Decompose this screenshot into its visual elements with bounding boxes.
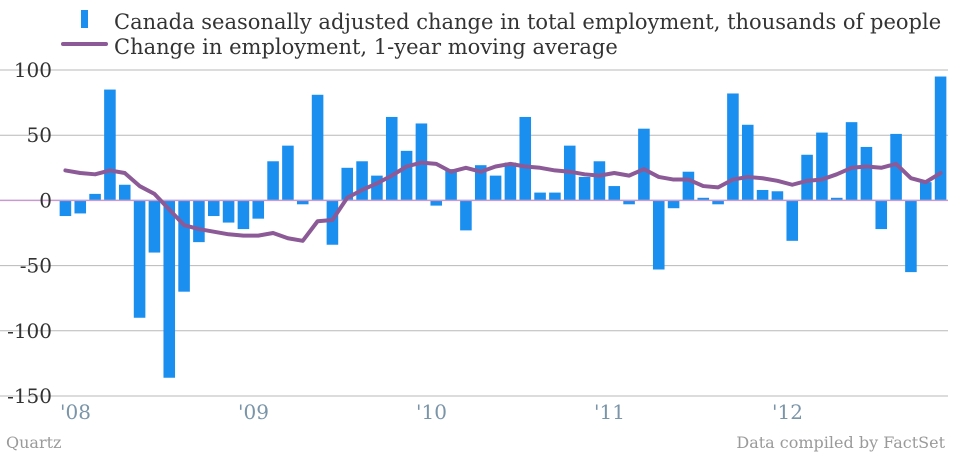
bar [207,200,220,217]
bar [252,200,265,219]
bar [118,184,131,201]
bar [489,175,502,201]
bar [282,145,294,201]
bar [890,133,902,201]
x-tick-label: '10 [416,400,447,424]
bar [801,154,813,201]
bar [133,200,146,318]
bar [222,200,235,223]
y-tick-label: 0 [39,188,52,212]
bar [371,175,383,201]
bar [519,116,532,201]
bar [652,200,665,270]
bar [727,93,739,201]
bar [460,200,472,231]
x-tick-label: '11 [594,400,625,424]
legend-label-employment-change: Canada seasonally adjusted change in tot… [114,10,941,34]
bar [756,189,769,201]
x-axis: '08 '09 '10 '11 '12 [60,400,803,424]
bar [504,162,517,201]
grid [0,69,948,397]
bar [267,161,279,201]
bar [89,193,101,201]
legend: Canada seasonally adjusted change in tot… [61,10,941,59]
legend-label-moving-average: Change in employment, 1-year moving aver… [114,35,618,59]
bar [741,124,754,201]
bar [816,132,828,201]
moving-average-line [63,160,943,243]
bar [919,182,932,201]
bar [860,146,873,201]
footer-credit: Quartz [6,433,61,452]
y-tick-label: 100 [14,58,52,82]
bar [237,200,250,230]
bar [296,200,309,205]
x-tick-label: '12 [772,400,803,424]
bar [59,200,72,217]
bar [178,200,190,292]
y-tick-label: 50 [27,123,52,147]
bar [786,200,799,241]
bar [667,200,680,209]
bar [771,191,784,201]
bar [905,200,917,273]
bar [534,192,546,201]
bar [193,200,205,243]
bar [623,200,635,205]
bar [608,186,621,201]
bar [341,167,354,201]
x-tick-label: '09 [238,400,269,424]
bar [385,116,398,201]
bar [445,169,457,201]
moving-average-series [63,160,943,243]
bar [830,197,843,201]
y-tick-label: -50 [20,254,52,278]
bar [356,161,368,201]
bar [549,192,561,201]
bar [311,94,324,201]
y-axis: 100 50 0 -50 -100 -150 [7,58,52,408]
bar [697,197,710,201]
y-tick-label: -100 [7,319,52,343]
bar [934,76,947,201]
bar [74,200,87,214]
bar [430,200,443,206]
bar [578,176,591,201]
bar [148,200,161,253]
legend-bar-swatch [81,10,88,28]
bar [682,171,695,201]
bar [104,89,116,201]
bar [638,128,650,201]
footer-source: Data compiled by FactSet [736,433,945,452]
x-tick-label: '08 [60,400,91,424]
bar [163,200,176,378]
bar [400,150,413,201]
bar [326,200,339,245]
y-tick-label: -150 [7,384,52,408]
bar [593,161,606,201]
bar [474,165,487,201]
bar [712,200,724,205]
bar [845,122,858,201]
bar [875,200,888,230]
